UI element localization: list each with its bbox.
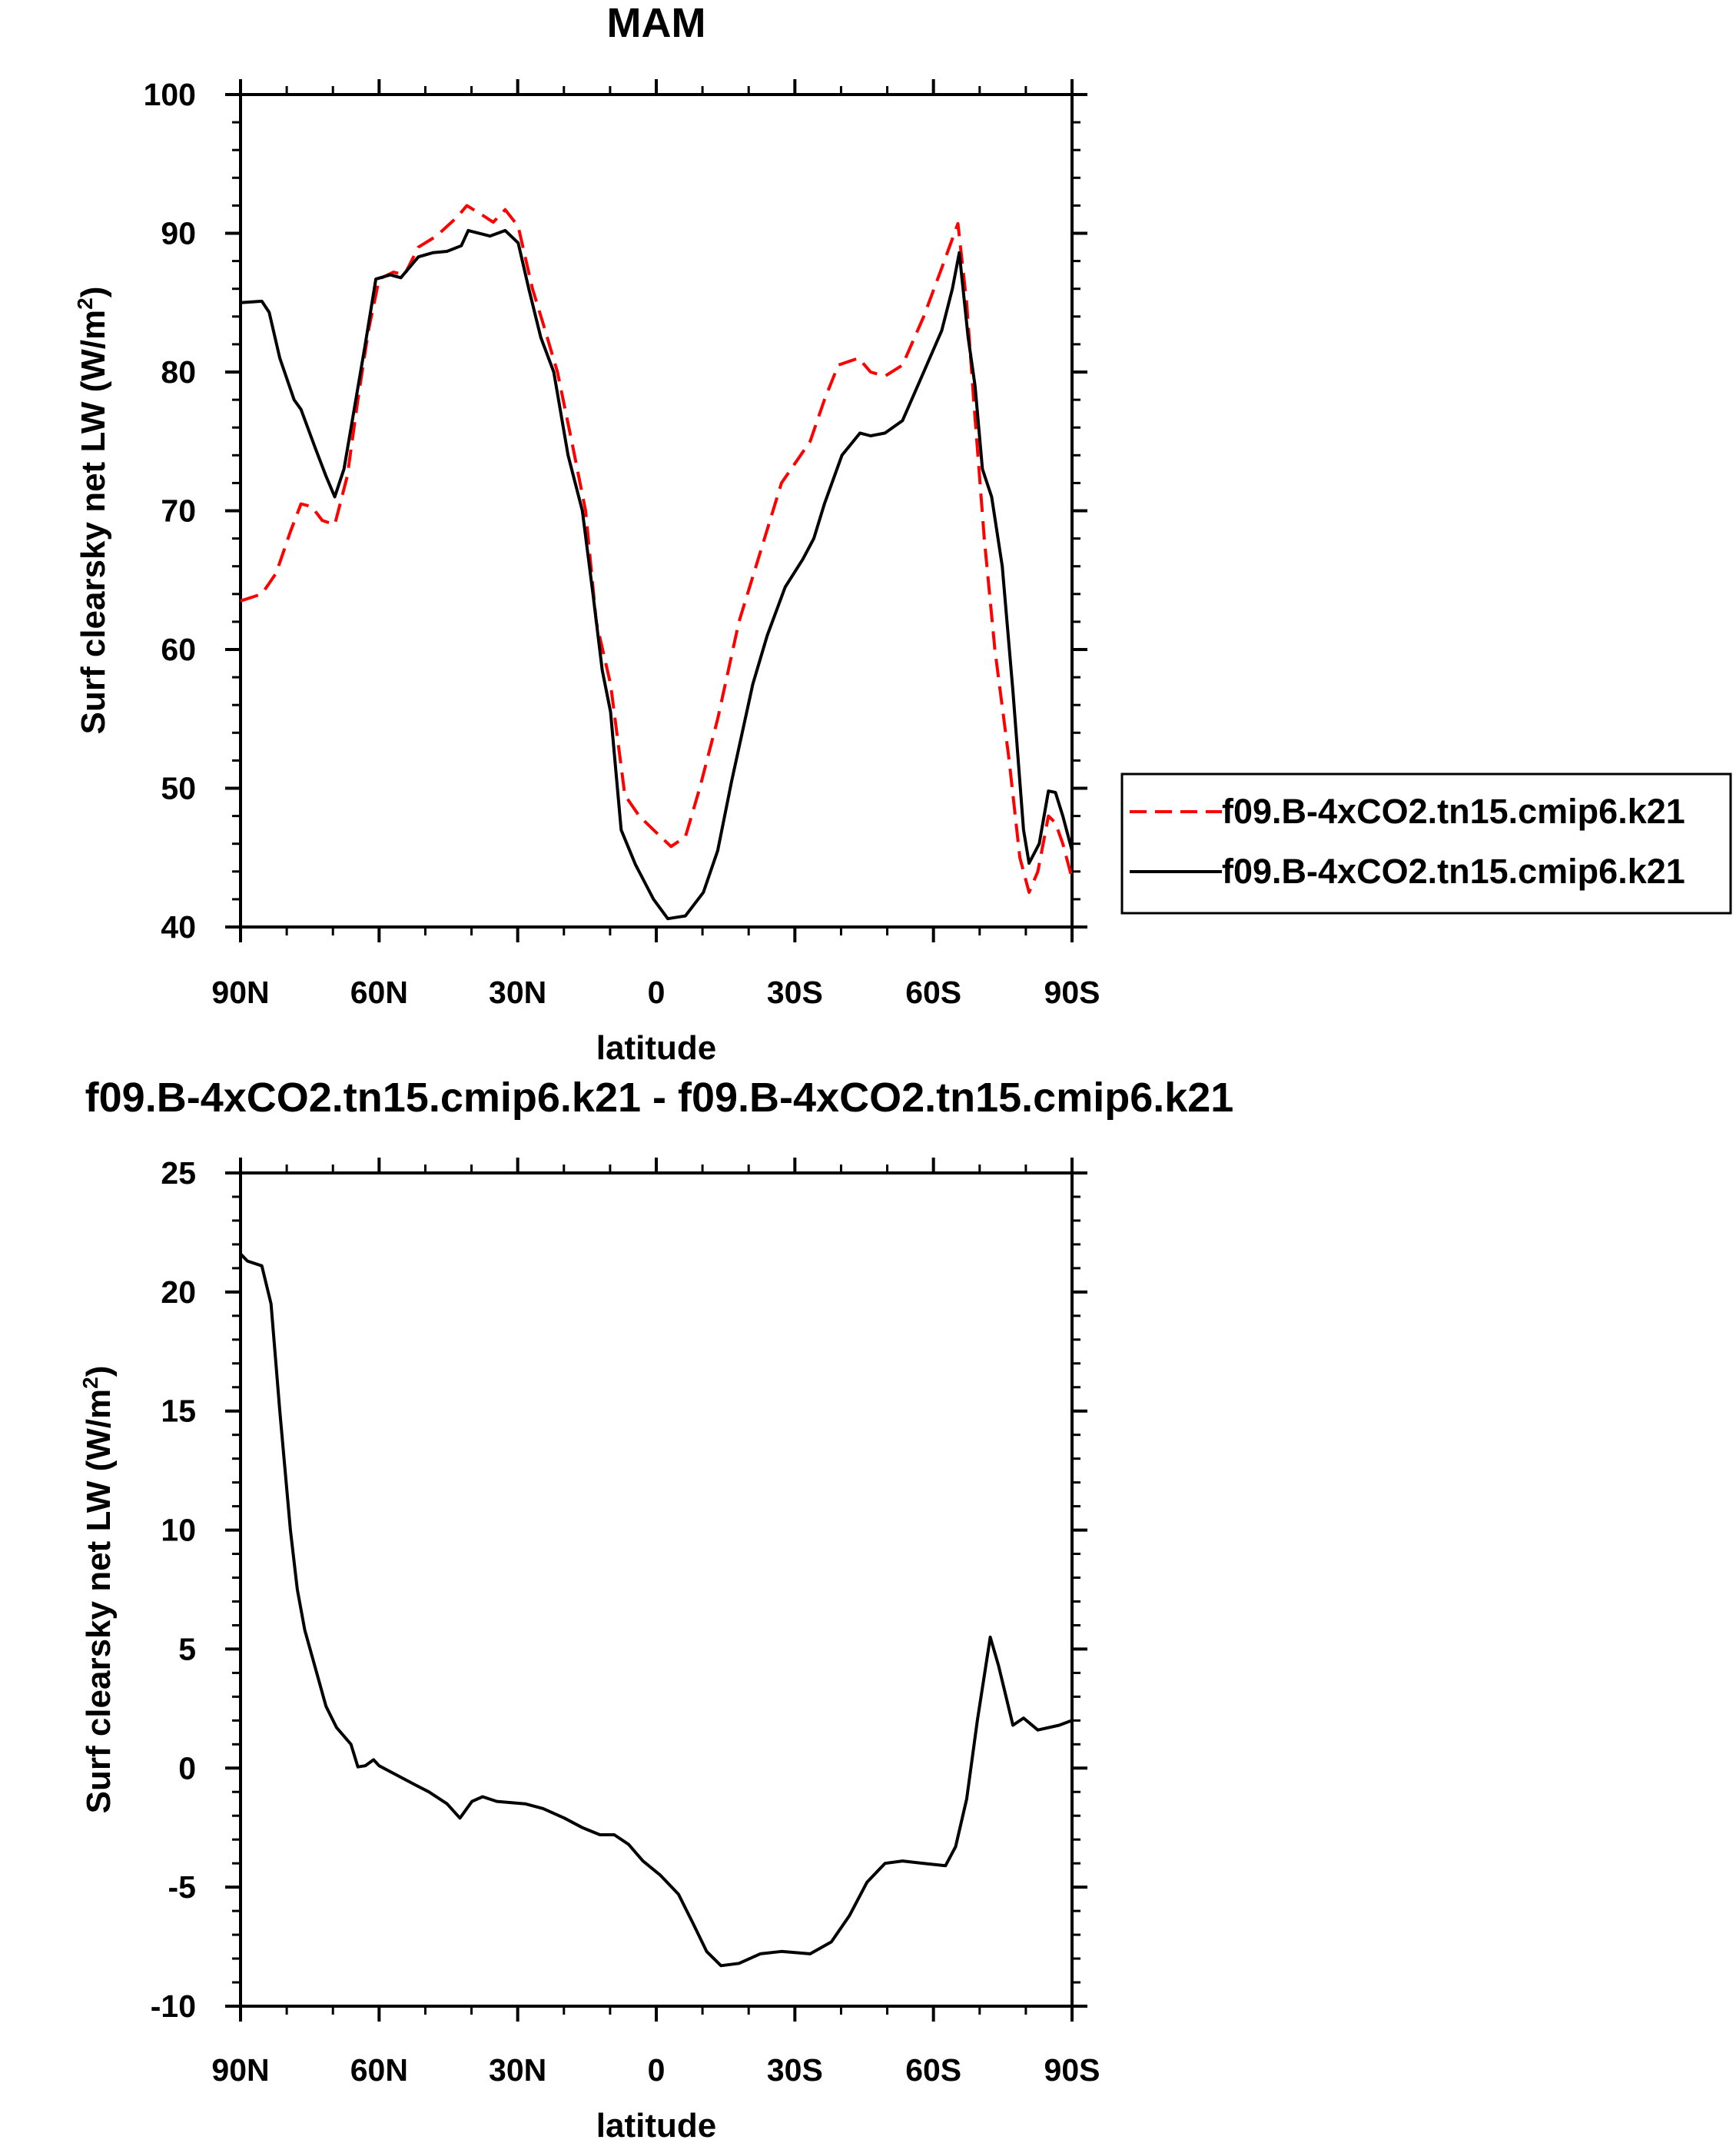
bottom-y-tick-label: -5 — [168, 1869, 196, 1905]
top-y-tick-label: 60 — [161, 632, 196, 667]
bottom-y-tick-label: 20 — [161, 1274, 196, 1310]
bottom-x-tick-label: 0 — [648, 2052, 666, 2088]
bottom-x-tick-label: 30S — [767, 2052, 823, 2088]
top-x-tick-label: 60N — [350, 975, 408, 1010]
bottom-plot-frame — [239, 1171, 1074, 2008]
top-series-line-2 — [240, 228, 1074, 921]
top-x-axis-label: latitude — [596, 1029, 716, 1067]
top-y-label-end: ) — [75, 287, 112, 298]
top-x-tick-label: 0 — [648, 975, 666, 1010]
legend-entry-1-label: f09.B-4xCO2.tn15.cmip6.k21 — [1222, 792, 1685, 831]
bottom-chart-title: f09.B-4xCO2.tn15.cmip6.k21 - f09.B-4xCO2… — [85, 1075, 1234, 1121]
bottom-x-tick-label: 90N — [211, 2052, 269, 2088]
top-x-tick-label: 90S — [1044, 975, 1100, 1010]
bottom-y-tick-label: 10 — [161, 1513, 196, 1548]
top-y-tick-label: 100 — [144, 77, 196, 112]
top-chart-title: MAM — [607, 0, 706, 46]
legend-entry-2-label: f09.B-4xCO2.tn15.cmip6.k21 — [1222, 852, 1685, 891]
top-y-tick-label: 80 — [161, 354, 196, 390]
top-y-label-superscript: 2 — [73, 297, 97, 310]
top-x-tick-label: 90N — [211, 975, 269, 1010]
top-y-tick-label: 90 — [161, 216, 196, 251]
top-plot-frame — [239, 93, 1074, 929]
legend: f09.B-4xCO2.tn15.cmip6.k21 f09.B-4xCO2.t… — [1120, 772, 1732, 915]
bottom-y-tick-label: 0 — [178, 1750, 196, 1786]
top-y-axis-label: Surf clearsky net LW (W/m2) — [73, 287, 112, 735]
legend-box — [1120, 772, 1732, 915]
top-panel: MAM Surf clearsky net LW (W/m2) latitude… — [73, 0, 1100, 1067]
top-y-label-main: Surf clearsky net LW (W/m — [75, 310, 112, 735]
bottom-y-label-superscript: 2 — [78, 1377, 102, 1389]
top-y-tick-label: 50 — [161, 771, 196, 806]
top-y-tick-label: 40 — [161, 909, 196, 945]
top-x-tick-label: 30S — [767, 975, 823, 1010]
bottom-y-tick-label: -10 — [151, 1989, 196, 2024]
bottom-x-axis-label: latitude — [596, 2107, 716, 2143]
bottom-y-label-main: Surf clearsky net LW (W/m — [80, 1389, 118, 1814]
bottom-x-tick-label: 60N — [350, 2052, 408, 2088]
bottom-y-tick-label: 25 — [161, 1155, 196, 1191]
bottom-y-axis-label: Surf clearsky net LW (W/m2) — [78, 1366, 118, 1814]
bottom-plot-area: 90N 60N 30N 0 30S 60S 90S -10 -5 0 5 10 15 20 25 — [151, 1155, 1100, 2088]
top-plot-area: 90N 60N 30N 0 30S 60S 90S 40 50 60 70 80 90 100 — [144, 77, 1100, 1010]
bottom-y-label-end: ) — [80, 1366, 118, 1377]
bottom-y-tick-label: 15 — [161, 1394, 196, 1429]
bottom-x-tick-label: 60S — [905, 2052, 961, 2088]
bottom-y-tick-label: 5 — [178, 1631, 196, 1666]
bottom-series-line-1 — [239, 1252, 1073, 1968]
bottom-panel: f09.B-4xCO2.tn15.cmip6.k21 - f09.B-4xCO2… — [78, 1075, 1233, 2143]
bottom-x-tick-label: 30N — [489, 2052, 546, 2088]
bottom-x-tick-label: 90S — [1044, 2052, 1100, 2088]
top-x-tick-label: 60S — [905, 975, 961, 1010]
top-x-tick-label: 30N — [489, 975, 546, 1010]
top-y-tick-label: 70 — [161, 493, 196, 529]
